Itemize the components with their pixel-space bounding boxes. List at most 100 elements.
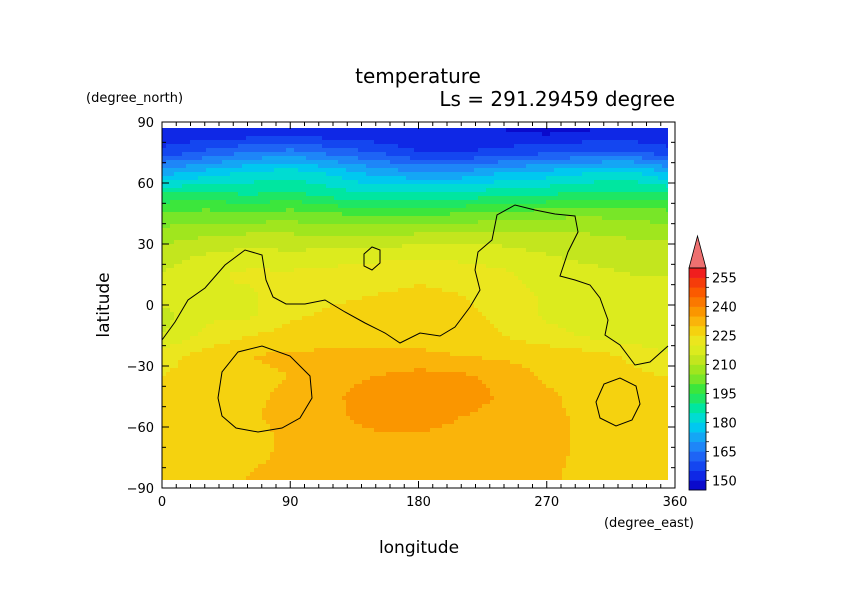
heatmap-cell — [346, 188, 351, 193]
heatmap-cell — [614, 224, 619, 229]
heatmap-cell — [590, 272, 595, 277]
heatmap-cell — [322, 248, 327, 253]
heatmap-cell — [654, 248, 659, 253]
heatmap-cell — [374, 244, 379, 249]
heatmap-cell — [446, 260, 451, 265]
heatmap-cell — [614, 268, 619, 273]
heatmap-cell — [474, 184, 479, 189]
heatmap-cell — [346, 260, 351, 265]
heatmap-cell — [302, 220, 307, 225]
heatmap-cell — [298, 220, 303, 225]
heatmap-cell — [366, 208, 371, 213]
heatmap-cell — [326, 128, 331, 133]
heatmap-cell — [650, 200, 655, 205]
heatmap-cell — [646, 204, 651, 209]
heatmap-cell — [434, 252, 439, 257]
heatmap-cell — [238, 140, 243, 145]
heatmap-cell — [466, 276, 471, 281]
heatmap-cell — [510, 172, 515, 177]
heatmap-cell — [178, 160, 183, 165]
heatmap-cell — [278, 248, 283, 253]
heatmap-cell — [550, 232, 555, 237]
heatmap-cell — [202, 272, 207, 277]
heatmap-cell — [302, 212, 307, 217]
heatmap-cell — [206, 256, 211, 261]
heatmap-cell — [266, 260, 271, 265]
heatmap-cell — [370, 252, 375, 257]
heatmap-cell — [170, 244, 175, 249]
heatmap-cell — [534, 180, 539, 185]
heatmap-cell — [418, 240, 423, 245]
heatmap-cell — [666, 244, 668, 249]
heatmap-cell — [590, 216, 595, 221]
heatmap-cell — [366, 280, 371, 285]
heatmap-cell — [334, 208, 339, 213]
heatmap-cell — [458, 224, 463, 229]
heatmap-cell — [354, 180, 359, 185]
heatmap-cell — [230, 268, 235, 273]
heatmap-cell — [538, 132, 543, 137]
heatmap-cell — [414, 180, 419, 185]
heatmap-cell — [266, 228, 271, 233]
heatmap-cell — [290, 276, 295, 281]
heatmap-cell — [610, 184, 615, 189]
heatmap-cell — [442, 144, 447, 149]
heatmap-cell — [290, 284, 295, 289]
heatmap-cell — [258, 264, 263, 269]
heatmap-cell — [226, 244, 231, 249]
heatmap-cell — [562, 160, 567, 165]
heatmap-cell — [330, 228, 335, 233]
heatmap-cell — [394, 152, 399, 157]
heatmap-cell — [318, 232, 323, 237]
heatmap-cell — [366, 128, 371, 133]
heatmap-cell — [266, 276, 271, 281]
heatmap-cell — [298, 204, 303, 209]
heatmap-cell — [434, 144, 439, 149]
heatmap-cell — [574, 276, 579, 281]
heatmap-cell — [410, 136, 415, 141]
heatmap-cell — [186, 192, 191, 197]
heatmap-cell — [610, 240, 615, 245]
heatmap-cell — [374, 164, 379, 169]
heatmap-cell — [286, 196, 291, 201]
heatmap-cell — [270, 188, 275, 193]
heatmap-cell — [566, 152, 571, 157]
heatmap-cell — [218, 156, 223, 161]
heatmap-cell — [386, 156, 391, 161]
heatmap-cell — [266, 128, 271, 133]
heatmap-cell — [342, 236, 347, 241]
heatmap-cell — [550, 204, 555, 209]
heatmap-cell — [254, 152, 259, 157]
heatmap-cell — [634, 212, 639, 217]
heatmap-cell — [458, 236, 463, 241]
heatmap-cell — [442, 192, 447, 197]
heatmap-cell — [474, 276, 479, 281]
heatmap-cell — [618, 220, 623, 225]
heatmap-cell — [338, 140, 343, 145]
heatmap-cell — [558, 252, 563, 257]
heatmap-cell — [462, 192, 467, 197]
heatmap-cell — [546, 156, 551, 161]
heatmap-cell — [166, 144, 171, 149]
heatmap-cell — [646, 144, 651, 149]
heatmap-cell — [290, 180, 295, 185]
heatmap-cell — [314, 188, 319, 193]
heatmap-cell — [630, 264, 635, 269]
heatmap-cell — [222, 156, 227, 161]
heatmap-cell — [626, 204, 631, 209]
heatmap-cell — [178, 132, 183, 137]
heatmap-cell — [230, 128, 235, 133]
heatmap-cell — [246, 224, 251, 229]
heatmap-cell — [314, 208, 319, 213]
heatmap-cell — [638, 192, 643, 197]
heatmap-cell — [614, 172, 619, 177]
heatmap-cell — [386, 256, 391, 261]
heatmap-cell — [306, 284, 311, 289]
heatmap-cell — [606, 196, 611, 201]
heatmap-cell — [606, 136, 611, 141]
heatmap-cell — [590, 164, 595, 169]
heatmap-cell — [438, 164, 443, 169]
heatmap-cell — [262, 156, 267, 161]
heatmap-cell — [194, 172, 199, 177]
heatmap-cell — [310, 232, 315, 237]
